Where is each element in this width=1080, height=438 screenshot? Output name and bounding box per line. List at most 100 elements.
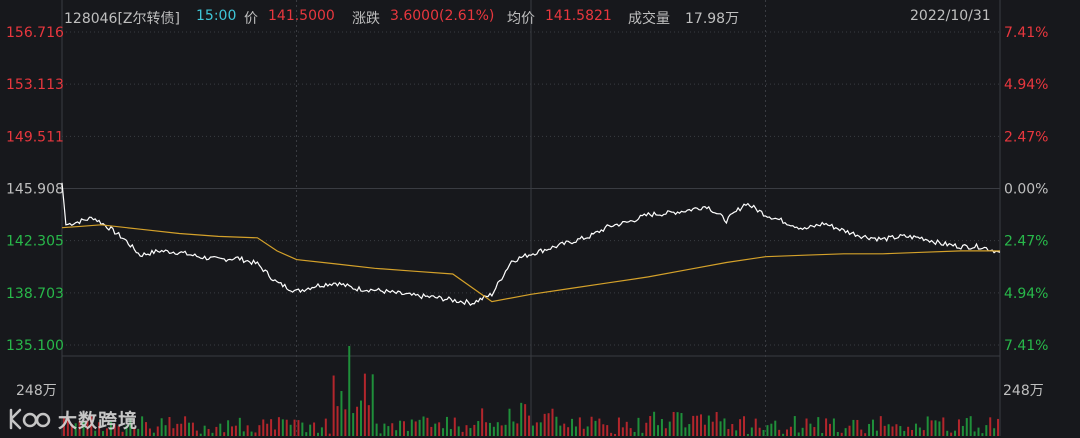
volume-bar <box>316 432 319 436</box>
volume-bar <box>332 375 335 436</box>
volume-bar <box>614 433 617 436</box>
avg-label: 均价 <box>507 11 535 27</box>
volume-bar <box>731 424 734 436</box>
volume-bar <box>918 427 921 436</box>
price-line <box>61 182 1001 306</box>
volume-bar <box>254 432 257 436</box>
volume-bar <box>625 421 628 436</box>
volume-bar <box>602 424 605 436</box>
volume-bar <box>567 427 570 436</box>
volume-bar <box>211 432 214 436</box>
volume-bar <box>938 421 941 436</box>
volume-bar <box>735 430 738 436</box>
volume-bar <box>891 426 894 436</box>
volume-bar <box>488 422 491 436</box>
volume-bar <box>641 432 644 436</box>
volume-bar <box>242 431 245 436</box>
volume-bar <box>422 416 425 436</box>
volume-bar <box>950 432 953 436</box>
volume-bar <box>227 420 230 436</box>
volume-bar <box>156 426 159 436</box>
volume-tick-right: 248万 <box>1003 383 1044 399</box>
volume-bar <box>461 431 464 436</box>
volume-bar <box>344 409 347 436</box>
y-tick-right: 2.47% <box>1004 234 1048 250</box>
quote-time: 15:00 <box>196 8 237 24</box>
volume-bar <box>195 430 198 436</box>
volume-bar <box>793 416 796 436</box>
volume-bar <box>363 373 366 436</box>
volume-bar <box>762 429 765 436</box>
volume-bar <box>62 418 65 436</box>
volume-bar <box>961 425 964 436</box>
volume-bar <box>895 424 898 436</box>
volume-bar <box>864 433 867 436</box>
volume-bar <box>203 425 206 436</box>
volume-bar <box>848 425 851 436</box>
volume-bar <box>148 428 151 436</box>
volume-bars <box>62 346 1000 436</box>
volume-bar <box>856 419 859 436</box>
volume-bar <box>438 422 441 436</box>
volume-bar <box>547 413 550 436</box>
y-tick-right: 0.00% <box>1004 182 1048 198</box>
volume-bar <box>801 427 804 436</box>
volume-bar <box>66 416 69 436</box>
volume-bar <box>199 433 202 436</box>
volume-bar <box>231 426 234 436</box>
volume-bar <box>657 425 660 436</box>
volume-bar <box>551 408 554 436</box>
y-tick-right: 7.41% <box>1004 338 1048 354</box>
volume-bar <box>696 415 699 436</box>
volume-bar <box>758 427 761 436</box>
volume-bar <box>70 423 73 436</box>
volume-bar <box>379 433 382 436</box>
volume-bar <box>942 417 945 436</box>
volume-bar <box>356 406 359 436</box>
volume-bar <box>985 425 988 436</box>
volume-bar <box>129 418 132 436</box>
volume-bar <box>121 431 124 436</box>
volume-bar <box>465 425 468 436</box>
volume-bar <box>524 404 527 436</box>
volume-bar <box>164 425 167 436</box>
volume-bar <box>395 430 398 436</box>
volume-bar <box>664 428 667 436</box>
volume-bar <box>934 420 937 436</box>
volume-bar <box>375 423 378 436</box>
volume-bar <box>535 422 538 436</box>
volume-bar <box>946 430 949 436</box>
y-tick-left: 149.511 <box>6 129 64 145</box>
volume-bar <box>578 417 581 436</box>
volume-bar <box>739 419 742 436</box>
volume-bar <box>653 411 656 436</box>
volume-bar <box>825 418 828 436</box>
y-tick-left: 145.908 <box>6 182 64 198</box>
volume-bar <box>586 426 589 436</box>
volume-bar <box>715 412 718 436</box>
volume-bar <box>223 432 226 436</box>
volume-bar <box>836 431 839 436</box>
volume-bar <box>789 426 792 436</box>
volume-bar <box>367 405 370 436</box>
volume-bar <box>246 425 249 436</box>
volume-bar <box>266 423 269 436</box>
volume-bar <box>406 430 409 436</box>
volume-bar <box>922 430 925 436</box>
volume-bar <box>766 425 769 436</box>
volume-bar <box>313 422 316 436</box>
volume-bar <box>152 432 155 436</box>
y-tick-right: 7.41% <box>1004 25 1048 41</box>
volume-bar <box>610 432 613 436</box>
security-code: 128046[Z尔转债] <box>64 11 180 27</box>
volume-bar <box>207 429 210 436</box>
y-tick-left: 135.100 <box>6 338 64 354</box>
volume-bar <box>430 426 433 436</box>
volume-bar <box>785 429 788 436</box>
volume-bar <box>707 415 710 436</box>
volume-bar <box>359 400 362 436</box>
volume-bar <box>293 419 296 436</box>
volume-bar <box>559 425 562 436</box>
volume-bar <box>813 427 816 436</box>
